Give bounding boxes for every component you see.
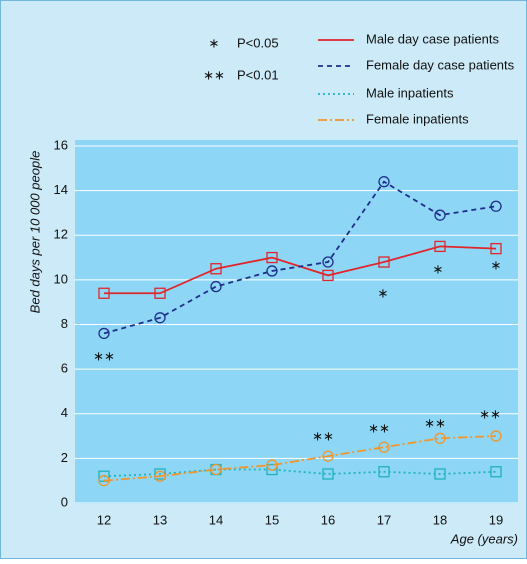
key-label: P<0.05 [237,35,279,50]
y-tick-label: 6 [61,361,68,376]
annotation: ∗∗ [424,415,446,430]
y-tick-label: 16 [54,137,68,152]
marker [210,263,222,275]
marker [266,251,278,264]
annotation: ∗∗ [312,428,334,443]
marker [490,466,502,478]
y-tick-label: 0 [61,494,68,509]
key-label: P<0.01 [237,67,279,82]
marker [378,466,390,478]
x-tick-label: 13 [153,512,167,527]
marker [322,450,334,462]
marker [490,200,502,212]
marker [154,470,166,482]
marker [210,463,222,476]
x-tick-label: 15 [265,512,279,527]
series-line [103,468,497,478]
marker [98,327,110,340]
marker [434,209,446,221]
y-axis-label: Bed days per 10 000 people [27,151,42,314]
marker [266,459,278,471]
marker [266,463,278,476]
legend-label: Female inpatients [366,111,469,126]
x-tick-label: 19 [489,512,503,527]
marker [322,468,334,480]
marker [378,441,390,453]
annotation: ∗∗ [368,420,390,435]
annotation: ∗∗ [479,406,501,421]
marker [154,312,166,324]
x-tick-label: 12 [97,512,111,527]
key-symbol: ∗∗ [203,67,225,82]
marker [434,468,446,480]
key-symbol: ∗ [209,35,220,50]
annotation: ∗ [378,285,389,300]
annotation: ∗ [433,261,444,276]
marker [434,240,446,253]
marker [98,475,110,487]
marker [490,242,502,255]
legend-label: Male day case patients [366,31,499,46]
y-tick-label: 8 [61,316,68,331]
y-tick-label: 10 [54,271,68,286]
y-tick-label: 2 [61,450,68,465]
marker [98,287,110,299]
marker [322,269,334,282]
marker [490,430,502,442]
annotation: ∗∗ [93,348,115,363]
legend-label: Male inpatients [366,85,454,100]
x-axis-label: Age (years) [450,531,518,546]
marker [378,256,390,268]
annotation: ∗ [491,257,502,272]
series-line [103,180,497,335]
marker [266,265,278,277]
marker [154,287,166,299]
marker [210,280,222,293]
y-tick-label: 14 [54,182,68,197]
plot-area [75,140,518,504]
y-tick-label: 12 [54,227,68,242]
marker [322,256,334,268]
x-tick-label: 17 [377,512,391,527]
marker [98,470,110,482]
legend-label: Female day case patients [366,57,515,72]
marker [378,176,390,188]
x-tick-label: 16 [321,512,335,527]
series-line [103,435,497,482]
x-tick-label: 18 [433,512,447,527]
x-tick-label: 14 [209,512,223,527]
marker [434,432,446,444]
y-tick-label: 4 [61,405,68,420]
